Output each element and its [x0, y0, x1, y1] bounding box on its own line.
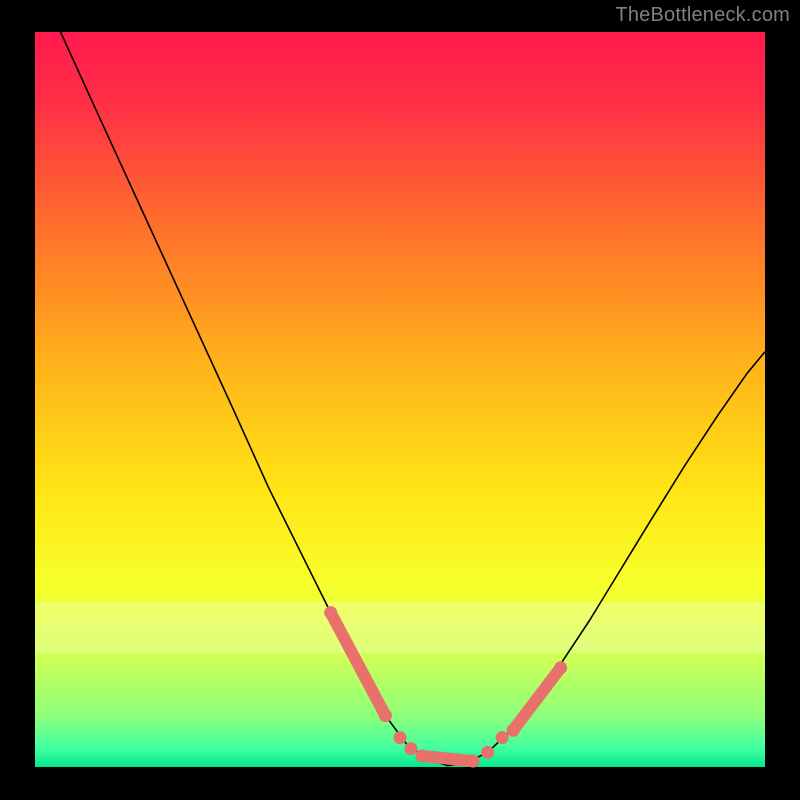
chart-svg — [0, 0, 800, 800]
chart-stage: TheBottleneck.com — [0, 0, 800, 800]
